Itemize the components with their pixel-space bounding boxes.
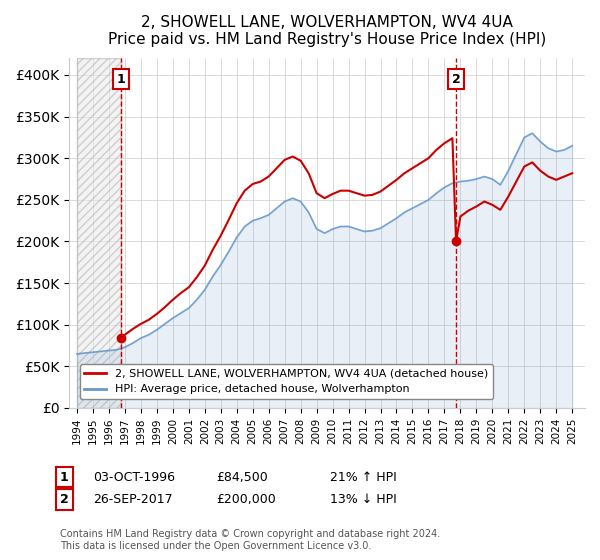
Text: 2: 2: [60, 493, 69, 506]
Legend: 2, SHOWELL LANE, WOLVERHAMPTON, WV4 4UA (detached house), HPI: Average price, de: 2, SHOWELL LANE, WOLVERHAMPTON, WV4 4UA …: [80, 365, 493, 399]
Text: 21% ↑ HPI: 21% ↑ HPI: [330, 470, 397, 484]
Bar: [77, 58, 121, 408]
Text: Contains HM Land Registry data © Crown copyright and database right 2024.
This d: Contains HM Land Registry data © Crown c…: [60, 529, 440, 551]
Text: 1: 1: [60, 470, 69, 484]
Text: 26-SEP-2017: 26-SEP-2017: [93, 493, 173, 506]
Text: 03-OCT-1996: 03-OCT-1996: [93, 470, 175, 484]
Text: £200,000: £200,000: [216, 493, 276, 506]
Text: 1: 1: [116, 73, 125, 86]
Text: 2: 2: [452, 73, 460, 86]
Title: 2, SHOWELL LANE, WOLVERHAMPTON, WV4 4UA
Price paid vs. HM Land Registry's House : 2, SHOWELL LANE, WOLVERHAMPTON, WV4 4UA …: [108, 15, 546, 48]
Text: 13% ↓ HPI: 13% ↓ HPI: [330, 493, 397, 506]
Text: £84,500: £84,500: [216, 470, 268, 484]
